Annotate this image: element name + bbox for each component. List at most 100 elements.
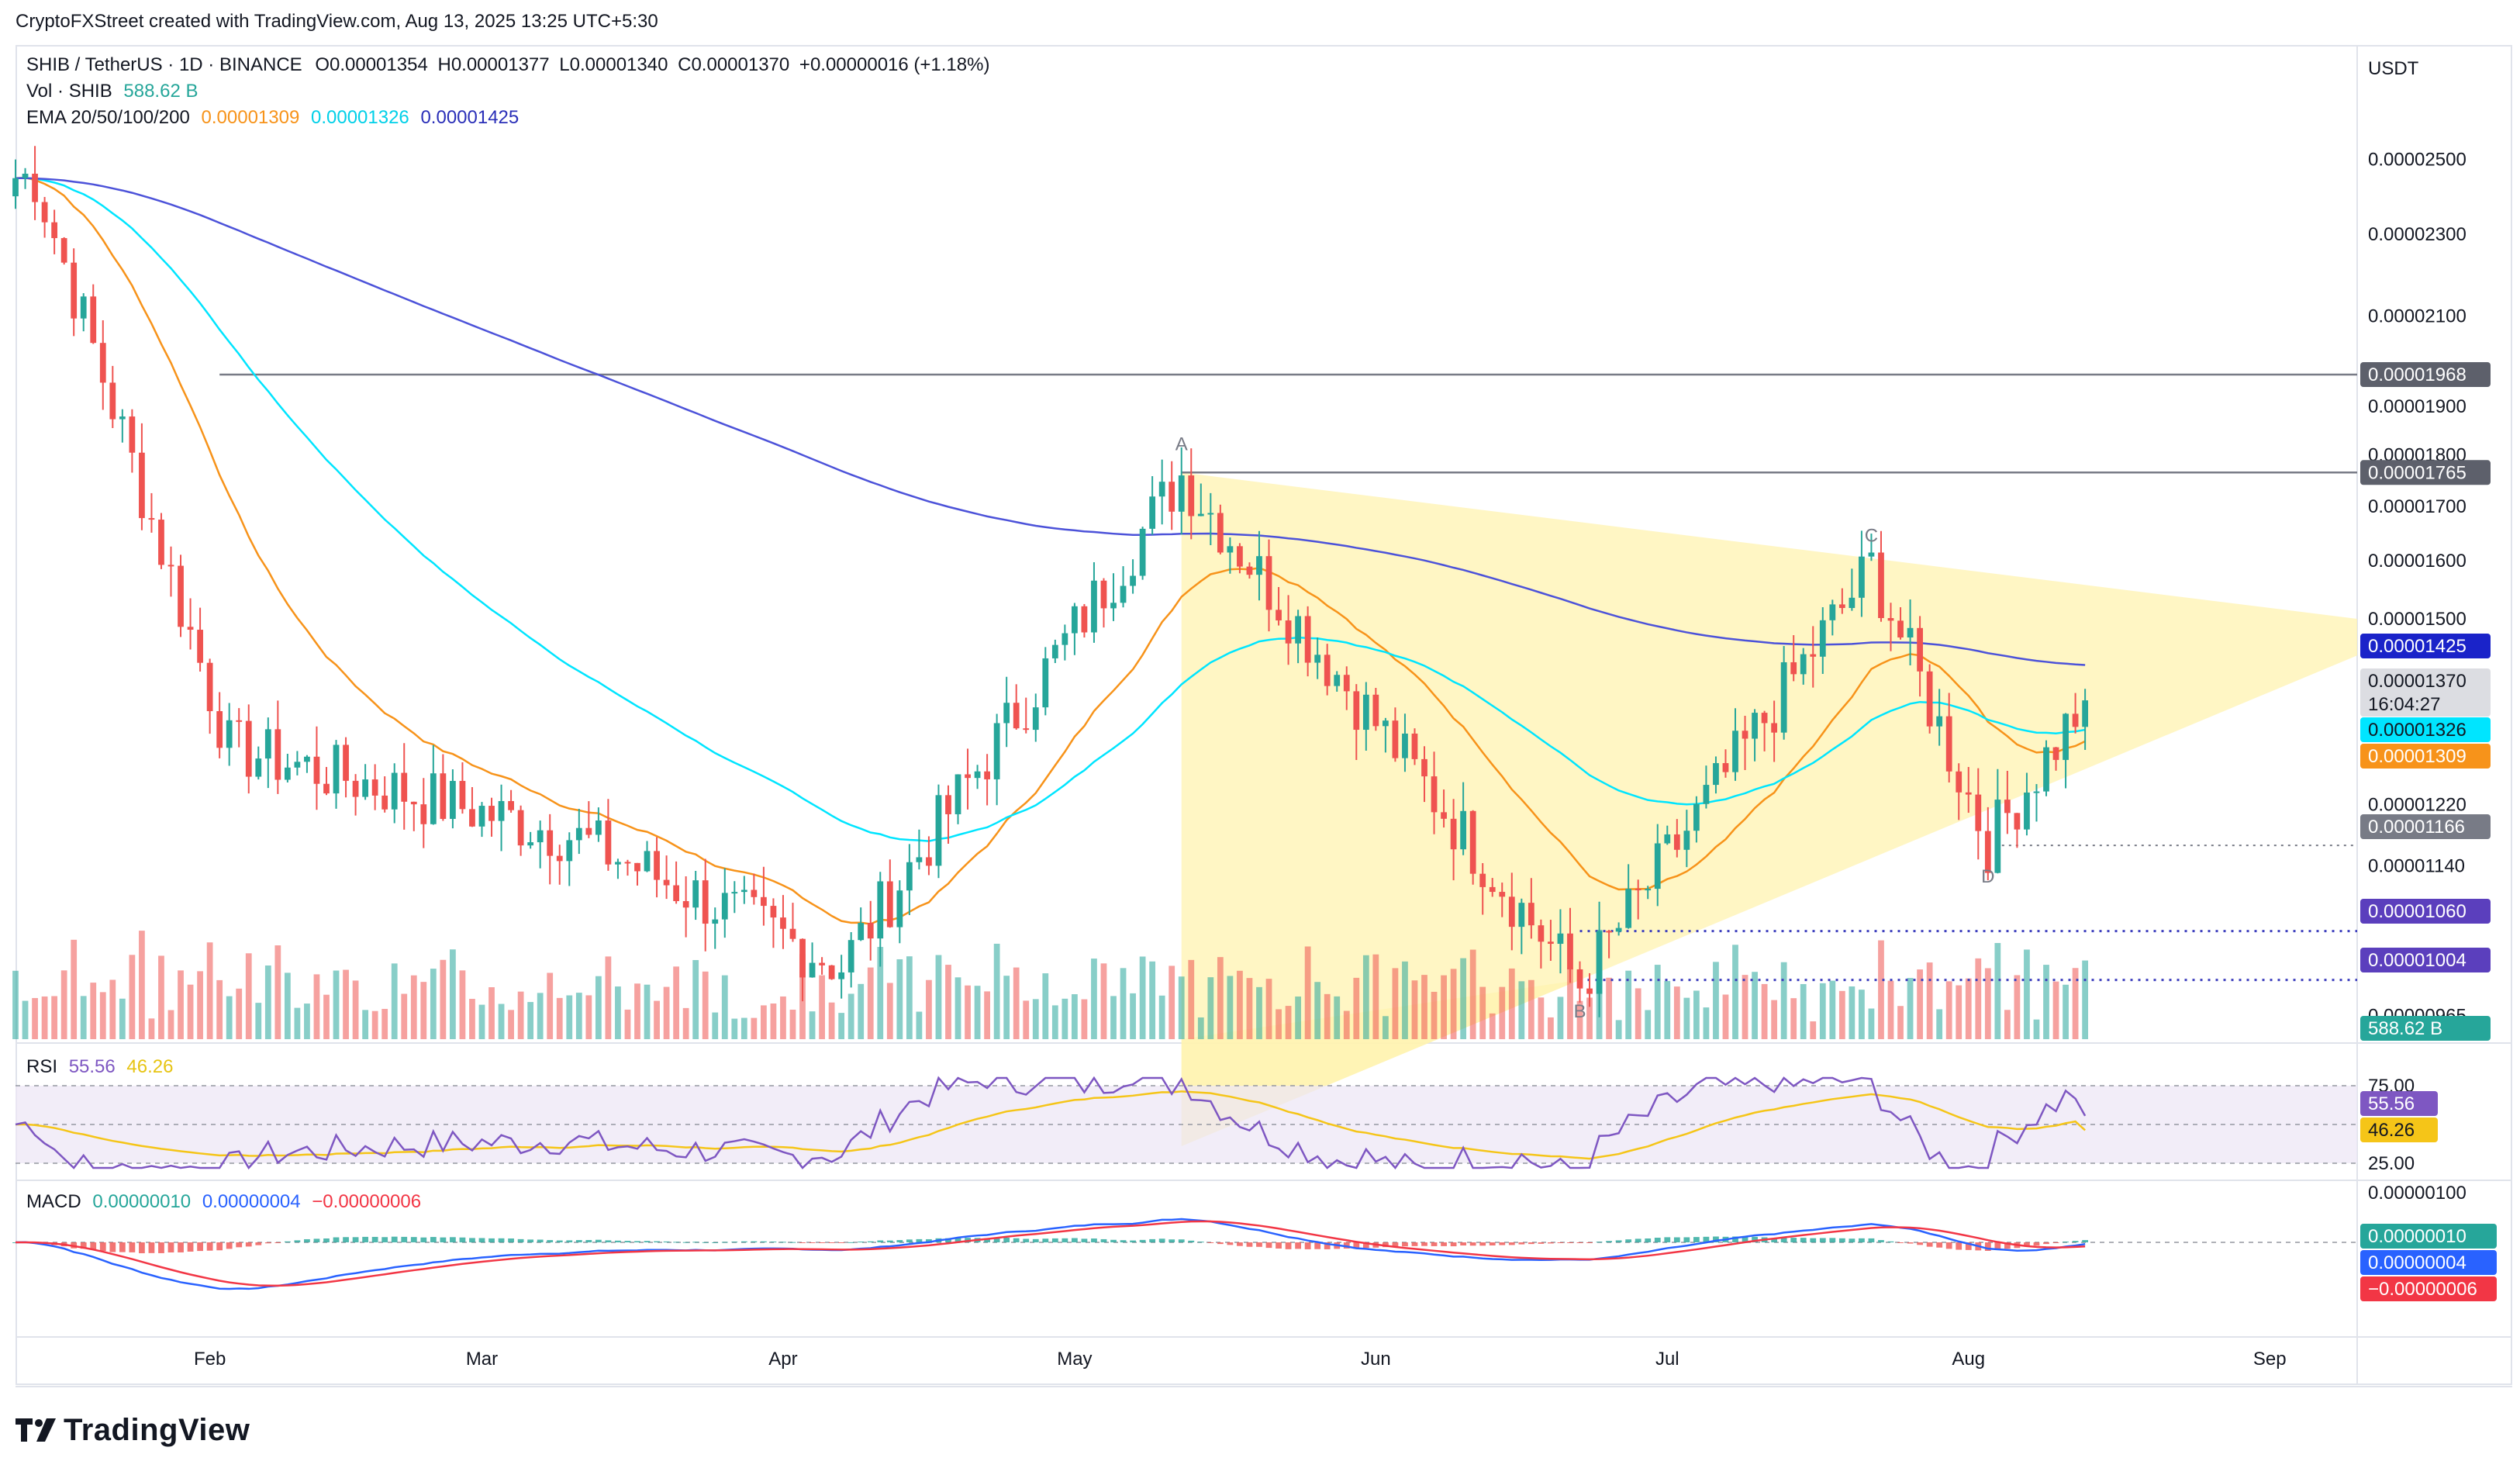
volume-bar <box>478 1004 485 1039</box>
candle-body <box>1499 892 1506 897</box>
rsi-value: 55.56 <box>68 1056 116 1077</box>
volume-bar <box>1324 993 1331 1039</box>
macd-hist-bar <box>993 1238 1000 1242</box>
macd-hist-bar <box>1965 1242 1972 1250</box>
volume-bar <box>1567 967 1573 1039</box>
candle-body <box>751 889 758 897</box>
volume-bar <box>945 965 951 1039</box>
tag-1968: 0.00001968 <box>2368 364 2466 385</box>
macd-hist-bar <box>1217 1242 1224 1245</box>
volume-bar <box>605 956 612 1039</box>
volume-bar <box>984 991 990 1039</box>
macd-hist-bar <box>1324 1242 1331 1249</box>
volume-bar <box>1936 1009 1943 1039</box>
volume-bar <box>1732 945 1738 1039</box>
candle-body <box>2024 792 2030 830</box>
candle-body <box>1207 513 1214 515</box>
candle-body <box>828 965 835 979</box>
candle-body <box>1051 644 1058 658</box>
candle-body <box>1479 873 1486 887</box>
macd-hist-bar <box>1518 1242 1525 1245</box>
candle-body <box>264 729 271 759</box>
macd-hist-bar <box>80 1242 87 1249</box>
volume-bar <box>109 979 116 1039</box>
volume-bar <box>1110 996 1117 1039</box>
price-tick-10: 0.00001140 <box>2368 855 2465 876</box>
macd-hist-bar <box>459 1237 466 1242</box>
macd-hist-bar <box>1615 1240 1622 1242</box>
tag-ema100: 0.00001326 <box>2368 720 2466 741</box>
macd-tag-bg <box>2360 1224 2497 1249</box>
macd-hist-bar <box>1838 1238 1845 1242</box>
candle-body <box>1956 771 1962 793</box>
candle-body <box>440 773 447 819</box>
volume-bar <box>1062 998 1068 1039</box>
candle-body <box>1965 792 1972 795</box>
candle-body <box>974 771 981 779</box>
candle-body <box>740 889 747 893</box>
volume-bar <box>780 996 786 1039</box>
rsi-label[interactable]: RSI <box>26 1056 58 1077</box>
pair-title[interactable]: SHIB / TetherUS · 1D · BINANCE <box>26 54 302 75</box>
volume-bar <box>1246 978 1253 1039</box>
candle-body <box>537 830 544 843</box>
candle-body <box>721 893 728 920</box>
volume-bar <box>1383 1016 1389 1039</box>
volume-bar <box>1227 976 1234 1039</box>
macd-hist-bar <box>391 1236 398 1242</box>
rsi-ma-line <box>15 1090 2086 1160</box>
ema200-value: 0.00001425 <box>420 107 520 128</box>
macd-hist-bar <box>2024 1242 2030 1247</box>
volume-bar <box>1528 979 1534 1039</box>
candle-body <box>1324 655 1331 686</box>
candle-body <box>148 518 155 520</box>
high-label: H <box>437 54 451 75</box>
volume-bar <box>1158 995 1165 1039</box>
volume-label[interactable]: Vol · SHIB <box>26 81 112 102</box>
macd-label[interactable]: MACD <box>26 1191 81 1212</box>
candle-body <box>216 711 223 748</box>
candle-body <box>1169 482 1175 512</box>
macd-hist-bar <box>1042 1238 1049 1242</box>
tag-1765: 0.00001765 <box>2368 462 2466 483</box>
candle-body <box>896 890 903 927</box>
volume-bar <box>1956 985 1962 1039</box>
candle-body <box>459 780 466 810</box>
candle-body <box>1528 903 1534 926</box>
candle-body <box>2004 800 2011 813</box>
candle-body <box>819 962 825 965</box>
candle-body <box>187 627 194 630</box>
candle-body <box>886 881 893 927</box>
macd-hist-bar <box>1178 1239 1185 1242</box>
macd-hist-bar <box>1479 1242 1486 1246</box>
macd-hist-bar <box>167 1242 174 1253</box>
macd-hist-bar <box>158 1242 164 1253</box>
volume-bar <box>1460 958 1467 1039</box>
macd-hist-bar <box>430 1237 437 1242</box>
volume-bar <box>1538 997 1545 1039</box>
volume-bar <box>896 959 903 1039</box>
volume-bar <box>1548 1017 1554 1039</box>
candle-body <box>1732 731 1738 772</box>
macd-hist-bar <box>1295 1242 1301 1249</box>
candle-body <box>1975 794 1982 831</box>
volume-bar <box>1207 977 1214 1039</box>
ema-legend: EMA 20/50/100/200 0.00001309 0.00001326 … <box>26 107 519 129</box>
macd-hist-bar <box>1508 1242 1515 1245</box>
macd-hist-bar <box>1586 1242 1593 1243</box>
volume-bar <box>1586 997 1593 1039</box>
macd-hist-bar <box>304 1238 310 1242</box>
price-tick-7: 0.00001500 <box>2368 609 2466 630</box>
candle-body <box>654 851 660 880</box>
volume-bar <box>1441 975 1447 1039</box>
macd-hist-bar <box>1557 1242 1564 1243</box>
macd-hist-bar <box>682 1242 689 1243</box>
candle-body <box>1907 627 1914 638</box>
tag-last-bg <box>2360 668 2491 717</box>
ema-label[interactable]: EMA 20/50/100/200 <box>26 107 190 128</box>
volume-bar <box>1984 968 1991 1039</box>
volume-bar <box>1489 1013 1496 1039</box>
macd-tag: 0.00000010 <box>2368 1226 2466 1247</box>
candle-body <box>926 857 932 866</box>
